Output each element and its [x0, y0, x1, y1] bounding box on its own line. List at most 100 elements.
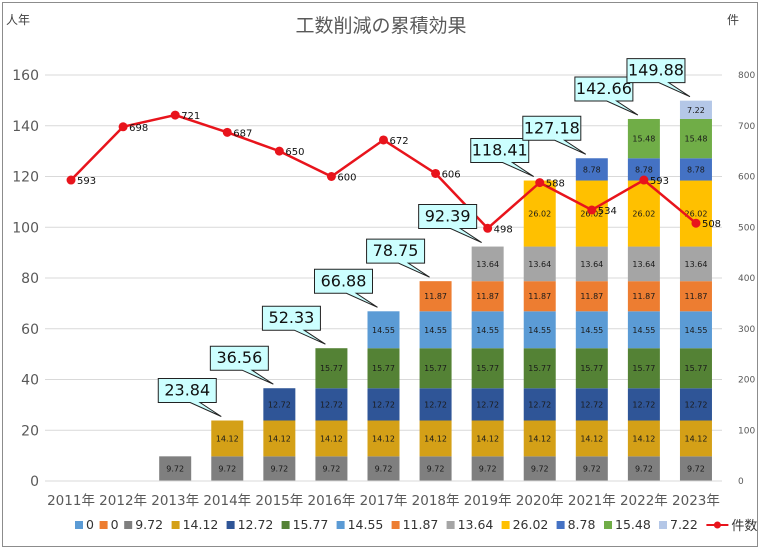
bar-segment	[523, 311, 556, 349]
bar-segment-label: 9.72	[479, 465, 497, 474]
bar-segment-label: 15.48	[685, 135, 708, 144]
bar-segment	[627, 246, 660, 282]
count-point-label: 593	[77, 176, 96, 187]
bar-segment-label: 12.72	[476, 400, 499, 409]
total-callout-label: 78.75	[373, 241, 419, 260]
bar-segment-label: 13.64	[476, 260, 499, 269]
y-left-tick-label: 80	[21, 271, 39, 287]
bar-segment-label: 14.12	[216, 434, 239, 443]
count-point	[691, 218, 701, 228]
total-callout	[418, 204, 482, 244]
bar-segment-label: 12.72	[528, 400, 551, 409]
count-line: 593 698 721 687 650 600 672 606 498 588 534 593 508	[66, 110, 721, 235]
y-right-tick-label: 400	[738, 274, 755, 284]
bar-segment-label: 11.87	[424, 292, 447, 301]
y-right-tick-label: 500	[738, 223, 755, 233]
bar-segment	[523, 246, 556, 282]
bar-segment	[575, 348, 608, 389]
bar-segment	[419, 311, 452, 349]
total-callout	[261, 305, 326, 345]
bar-segment	[523, 456, 556, 481]
bar-segment-label: 8.78	[635, 165, 653, 174]
legend: 0 0 9.72 14.12 12.72 15.77 14.55 11.87 13.64 26.0…	[75, 517, 757, 534]
legend-swatch	[659, 521, 667, 529]
x-tick-label: 2012年	[99, 493, 147, 509]
bar-segment	[627, 348, 660, 389]
bar-segment-label: 15.77	[632, 364, 655, 373]
legend-line-label: 件数	[731, 519, 757, 534]
y-right-tick-label: 700	[738, 122, 755, 132]
x-tick-label: 2019年	[464, 493, 512, 509]
chart-title: 工数削減の累積効果	[295, 15, 466, 37]
y-right-tick-label: 0	[738, 477, 744, 487]
legend-swatch	[75, 521, 83, 529]
y-left-tick-label: 60	[21, 322, 39, 338]
legend-label: 0	[86, 517, 94, 532]
bar-segment-label: 14.12	[632, 434, 655, 443]
x-tick-label: 2013年	[151, 493, 199, 509]
bar-segment	[575, 311, 608, 349]
legend-label: 13.64	[458, 517, 494, 532]
bar-segment	[679, 420, 712, 457]
bar-segment-label: 14.55	[632, 326, 655, 335]
x-tick-label: 2018年	[412, 493, 460, 509]
x-tick-label: 2022年	[620, 493, 668, 509]
bar-segment-label: 14.55	[424, 326, 447, 335]
bar-segment	[315, 456, 348, 481]
bar-segment-label: 9.72	[166, 465, 184, 474]
y-left-tick-label: 140	[12, 119, 39, 135]
bar-segment-label: 8.78	[583, 165, 601, 174]
bar-segment-label: 9.72	[218, 465, 236, 474]
legend-label: 14.12	[183, 517, 219, 532]
bar-segment-label: 9.72	[427, 465, 445, 474]
y-left-tick-label: 40	[21, 373, 39, 389]
bar-segment	[159, 456, 192, 481]
legend-label: 9.72	[135, 517, 163, 532]
bar-segment-label: 12.72	[424, 400, 447, 409]
x-tick-label: 2023年	[672, 493, 720, 509]
total-callout-label: 142.66	[576, 79, 632, 98]
count-point	[274, 146, 284, 156]
bar-segment	[679, 281, 712, 312]
bar-segment-label: 7.22	[687, 106, 705, 115]
bar-segment-label: 12.72	[632, 400, 655, 409]
bar-segment	[679, 348, 712, 389]
bar-segment-label: 13.64	[685, 260, 708, 269]
y-right-tick-label: 300	[738, 325, 755, 335]
bar-segment	[471, 348, 504, 389]
bar-segment	[471, 311, 504, 349]
bar-segment	[575, 281, 608, 312]
count-point	[587, 205, 597, 215]
count-point-label: 588	[546, 179, 565, 190]
x-tick-label: 2021年	[568, 493, 616, 509]
y-left-tick-label: 120	[12, 170, 39, 186]
count-point	[170, 110, 180, 120]
total-callout-label: 127.18	[524, 118, 580, 137]
bar-segment-label: 15.77	[580, 364, 603, 373]
y-left-tick-label: 0	[30, 474, 39, 490]
bar-segment-label: 13.64	[528, 260, 551, 269]
legend-swatch	[281, 521, 290, 529]
legend-label: 15.77	[293, 517, 329, 532]
y-right-tick-label: 800	[738, 71, 755, 81]
bar-segment-label: 8.78	[687, 165, 705, 174]
bar-segment	[575, 388, 608, 421]
stacked-bars: 9.72 9.72 14.12 9.72 14.12 12.72 9.72 14.12 12.7…	[159, 100, 712, 481]
bar-segment	[575, 158, 608, 181]
bar-segment	[419, 348, 452, 389]
bar-segment	[471, 281, 504, 312]
bar-segment	[419, 388, 452, 421]
x-tick-label: 2014年	[203, 493, 251, 509]
count-point	[483, 223, 493, 233]
bar-segment	[315, 420, 348, 457]
legend-label: 0	[111, 517, 119, 532]
bar-segment-label: 15.77	[424, 364, 447, 373]
bar-segment	[575, 246, 608, 282]
legend-label: 7.22	[670, 517, 698, 532]
bar-segment-label: 14.55	[685, 326, 708, 335]
count-point-label: 650	[285, 147, 304, 158]
bar-segment	[627, 388, 660, 421]
total-callout-label: 52.33	[269, 308, 315, 327]
bar-segment	[211, 420, 244, 457]
bar-segment	[679, 100, 712, 119]
